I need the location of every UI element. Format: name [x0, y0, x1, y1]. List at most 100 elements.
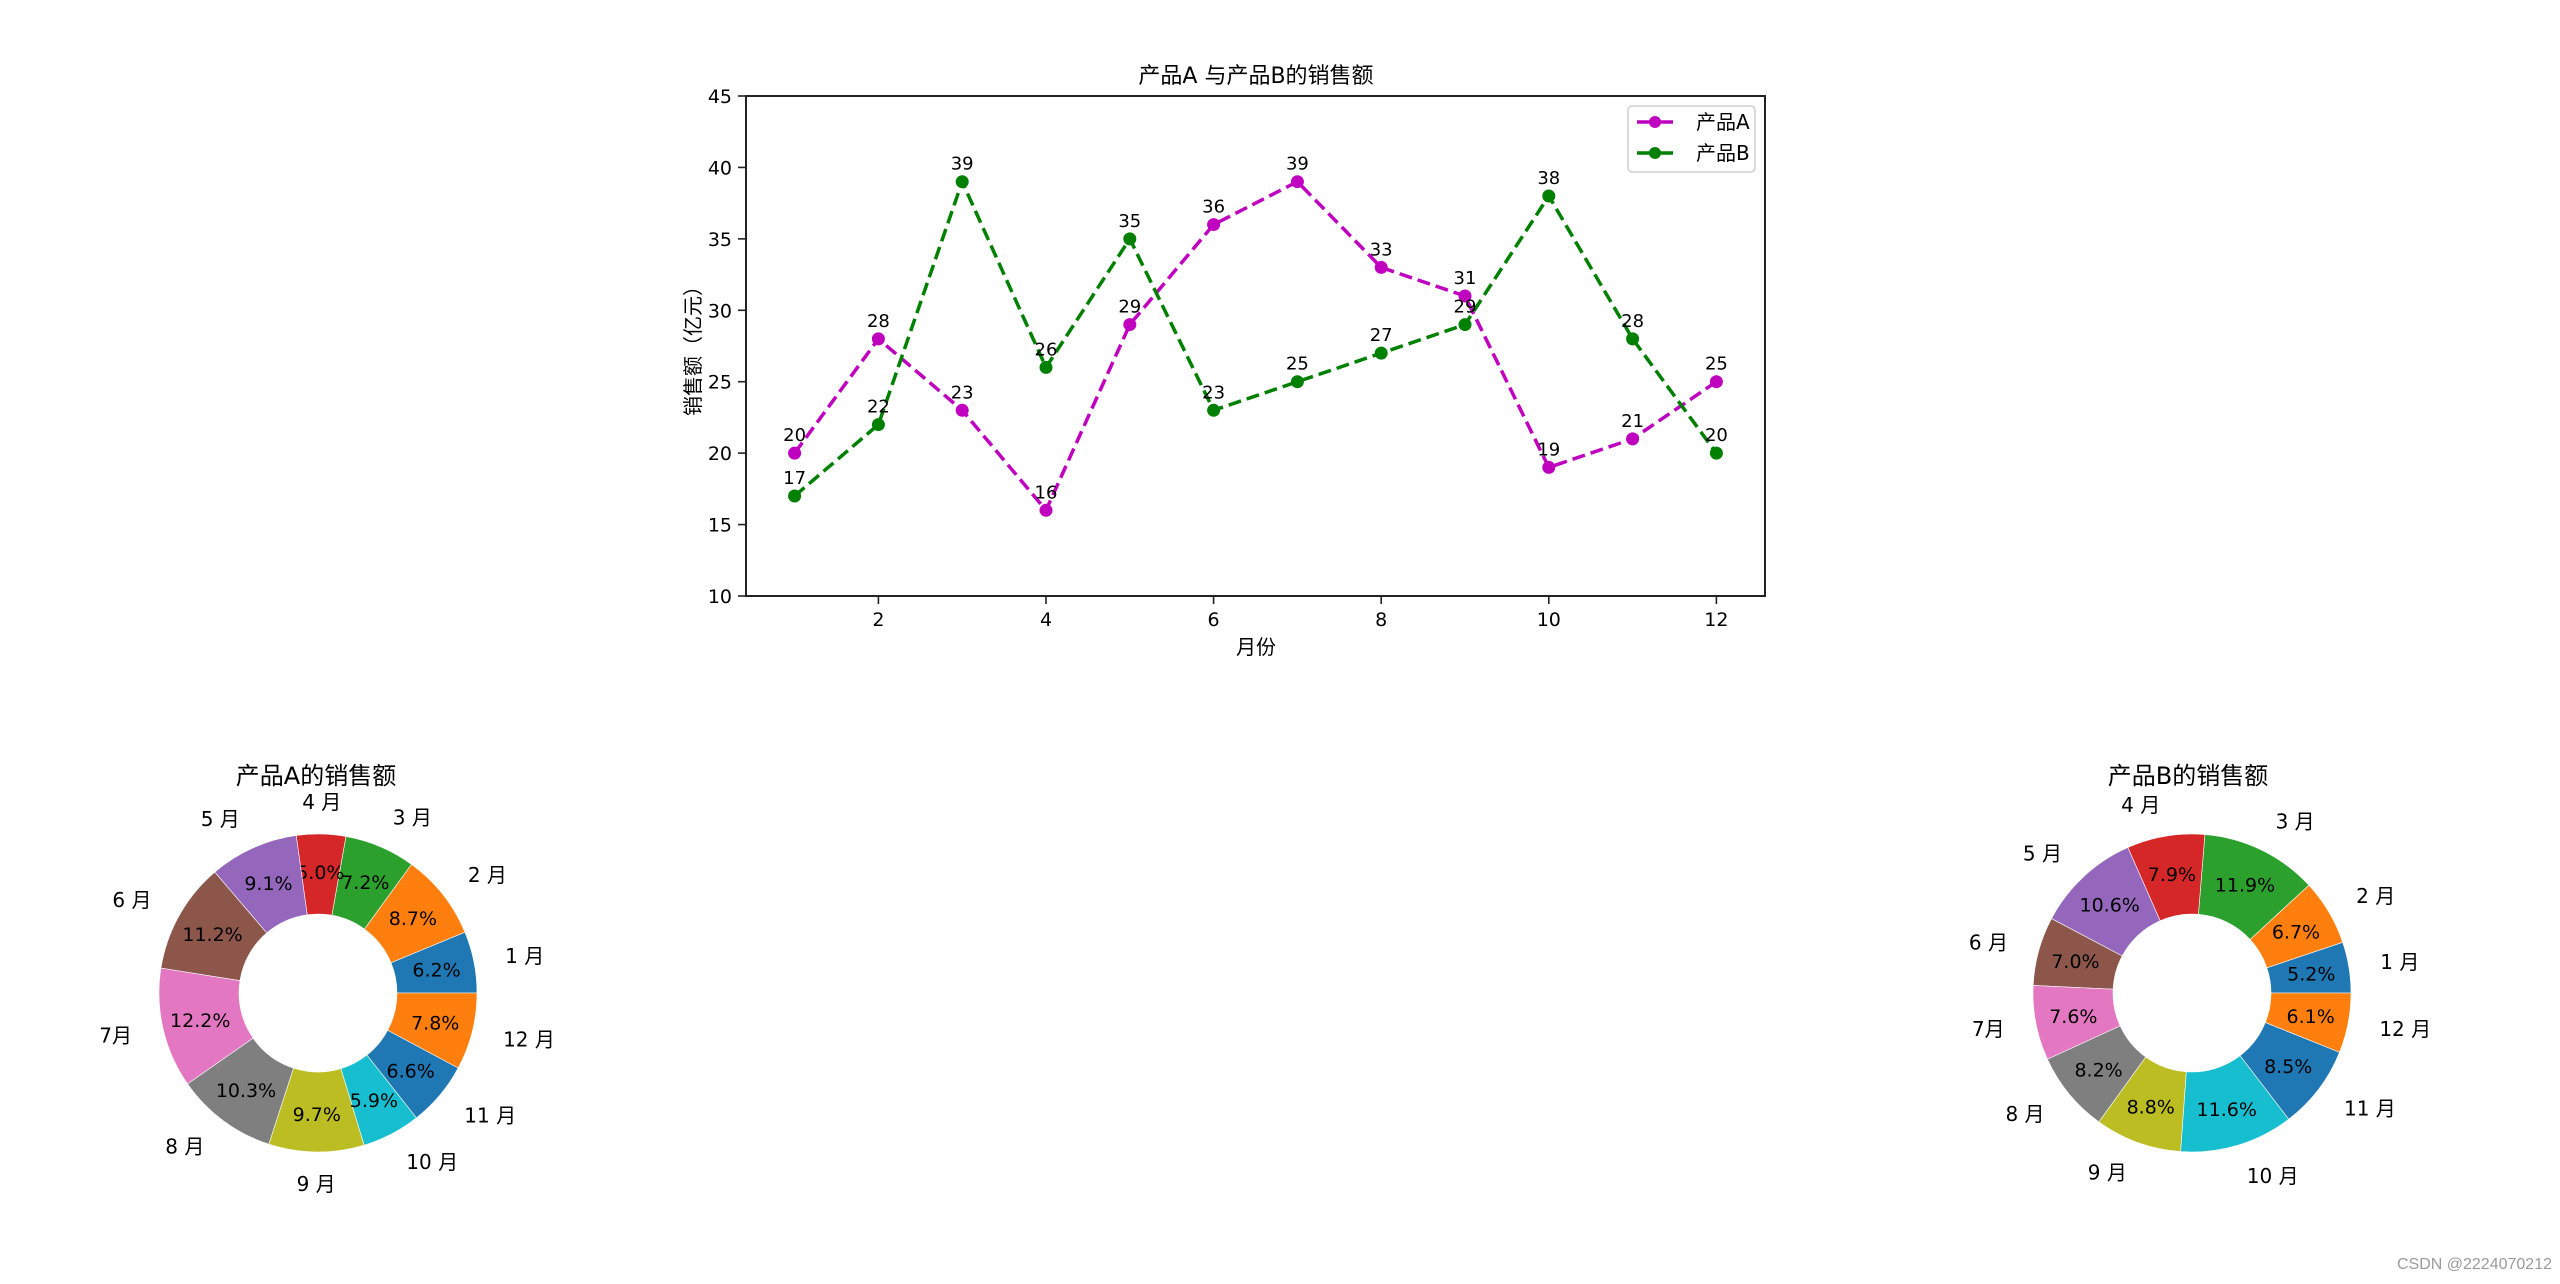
data-point-marker [1374, 260, 1388, 274]
plot-area-frame [745, 95, 1766, 597]
legend-marker-b-icon [1649, 147, 1661, 159]
pie-percent-label: 9.7% [293, 1104, 341, 1126]
data-value-label: 39 [951, 154, 974, 175]
pie-month-label: 2 月 [2356, 884, 2395, 908]
data-point-marker [1207, 218, 1221, 232]
legend-item-product-a: 产品A [1637, 110, 1750, 134]
y-axis-label: 销售额（亿元） [681, 276, 705, 416]
pie-percent-label: 7.2% [341, 872, 389, 894]
pie-percent-label: 6.2% [412, 959, 460, 981]
data-point-marker [1123, 232, 1137, 246]
data-point-marker [1542, 189, 1556, 203]
legend-label-a: 产品A [1696, 110, 1750, 134]
legend: 产品A 产品B [1627, 105, 1756, 173]
pie-percent-label: 7.9% [2148, 864, 2196, 886]
pie-month-label: 10 月 [406, 1150, 458, 1174]
pie-b-title: 产品B的销售额 [2108, 762, 2268, 790]
data-point-marker [871, 332, 885, 346]
pie-month-label: 4 月 [2121, 793, 2160, 817]
data-value-label: 28 [1621, 311, 1644, 332]
pie-percent-label: 5.0% [296, 862, 344, 884]
pie-percent-label: 8.7% [389, 908, 437, 930]
data-point-marker [1123, 318, 1137, 332]
x-tick-label: 12 [1704, 609, 1728, 631]
pie-month-label: 8 月 [165, 1134, 204, 1158]
pie-month-label: 10 月 [2247, 1164, 2299, 1188]
data-value-label: 29 [1118, 297, 1141, 318]
pie-month-label: 6 月 [1969, 931, 2008, 955]
pie-percent-label: 7.0% [2051, 951, 2099, 973]
pie-month-label: 5 月 [201, 807, 240, 831]
pie-a-title: 产品A的销售额 [236, 762, 396, 790]
pie-b-wedges: 5.2% 1 月 6.7% 2 月 11.9% 3 月 7.9% 4 月 10.6% 5 月 7.0… [1969, 793, 2431, 1188]
y-tick-label: 10 [708, 586, 732, 608]
pie-percent-label: 11.9% [2215, 874, 2275, 896]
data-value-label: 26 [1035, 339, 1058, 360]
data-value-label: 25 [1705, 354, 1728, 375]
y-tick-label: 45 [708, 86, 732, 108]
data-value-label: 25 [1286, 354, 1309, 375]
pie-wedge [387, 992, 478, 1069]
pie-month-label: 8 月 [2005, 1102, 2044, 1126]
pie-percent-label: 10.3% [216, 1080, 276, 1102]
pie-month-label: 9 月 [297, 1172, 336, 1196]
pie-percent-label: 11.6% [2197, 1099, 2257, 1121]
pie-month-label: 7月 [1972, 1017, 2005, 1041]
data-value-label: 20 [783, 425, 806, 446]
pie-percent-label: 5.2% [2287, 963, 2335, 985]
y-tick-label: 35 [708, 229, 732, 251]
pie-chart-a: 产品A的销售额 6.2% 1 月 8.7% 2 月 7.2% 3 月 5.0% 4 月 9.1%… [99, 762, 555, 1196]
data-point-marker [871, 418, 885, 432]
pie-a-wedges: 6.2% 1 月 8.7% 2 月 7.2% 3 月 5.0% 4 月 9.1% 5 月 11.2%… [99, 790, 555, 1196]
data-value-label: 16 [1035, 482, 1058, 503]
pie-month-label: 12 月 [503, 1027, 555, 1051]
data-point-marker [788, 489, 802, 503]
y-tick-label: 30 [708, 300, 732, 322]
data-point-marker [1709, 446, 1723, 460]
line-series-group [788, 175, 1723, 517]
y-tick-label: 20 [708, 443, 732, 465]
y-tick-label: 25 [708, 372, 732, 394]
pie-percent-label: 6.6% [387, 1061, 435, 1083]
data-point-marker [1542, 460, 1556, 474]
pie-percent-label: 10.6% [2079, 895, 2139, 917]
x-axis-ticks: 2 4 6 8 10 12 [872, 596, 1728, 631]
data-point-marker [788, 446, 802, 460]
legend-marker-a-icon [1649, 116, 1661, 128]
data-value-label: 38 [1537, 168, 1560, 189]
pie-percent-label: 6.1% [2287, 1006, 2335, 1028]
pie-percent-label: 7.8% [411, 1012, 459, 1034]
y-tick-label: 15 [708, 515, 732, 537]
data-point-marker [1626, 332, 1640, 346]
pie-percent-label: 7.6% [2049, 1006, 2097, 1028]
data-point-marker [1290, 175, 1304, 189]
y-tick-label: 40 [708, 157, 732, 179]
legend-label-b: 产品B [1696, 141, 1750, 165]
pie-month-label: 5 月 [2023, 841, 2062, 865]
pie-month-label: 7月 [99, 1024, 132, 1048]
data-point-marker [1290, 375, 1304, 389]
x-tick-label: 6 [1208, 609, 1220, 631]
data-labels: 20 28 23 16 29 36 39 33 31 19 21 25 17 22 39 26 35 23 25 27… [783, 154, 1728, 504]
data-value-label: 17 [783, 468, 806, 489]
data-point-marker [1626, 432, 1640, 446]
x-tick-label: 2 [872, 609, 884, 631]
pie-percent-label: 8.5% [2264, 1056, 2312, 1078]
pie-month-label: 3 月 [2276, 809, 2315, 833]
data-value-label: 29 [1454, 297, 1477, 318]
data-point-marker [1458, 318, 1472, 332]
pie-month-label: 6 月 [112, 888, 151, 912]
data-value-label: 39 [1286, 154, 1309, 175]
pie-month-label: 12 月 [2379, 1017, 2431, 1041]
pie-month-label: 11 月 [464, 1103, 516, 1127]
data-value-label: 35 [1118, 211, 1141, 232]
x-axis-label: 月份 [1236, 635, 1276, 659]
data-value-label: 31 [1454, 268, 1477, 289]
data-value-label: 33 [1370, 239, 1393, 260]
line-chart-title: 产品A 与产品B的销售额 [1138, 64, 1373, 89]
legend-item-product-b: 产品B [1637, 141, 1750, 165]
data-point-marker [955, 403, 969, 417]
data-point-marker [1039, 503, 1053, 517]
data-value-label: 20 [1705, 425, 1728, 446]
pie-percent-label: 11.2% [182, 924, 242, 946]
